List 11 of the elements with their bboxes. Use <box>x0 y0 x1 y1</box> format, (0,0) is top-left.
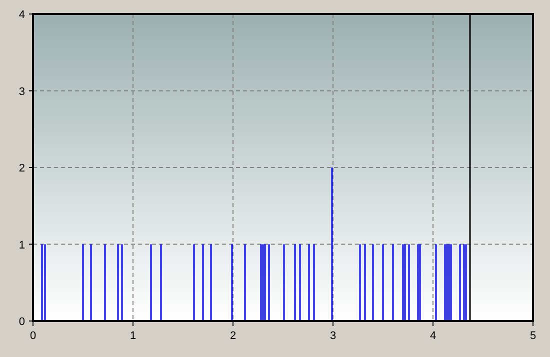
x-tick-label: 4 <box>430 330 436 342</box>
x-tick-label: 0 <box>30 330 36 342</box>
x-tick-label: 5 <box>530 330 536 342</box>
y-tick-label: 2 <box>18 162 25 174</box>
y-tick-label: 4 <box>18 9 25 21</box>
y-tick-label: 3 <box>18 86 25 98</box>
y-tick-label: 0 <box>18 316 25 328</box>
y-tick-label: 1 <box>18 239 25 252</box>
x-tick-label: 1 <box>130 330 136 342</box>
x-tick-label: 2 <box>230 330 236 342</box>
x-tick-label: 3 <box>330 330 336 342</box>
